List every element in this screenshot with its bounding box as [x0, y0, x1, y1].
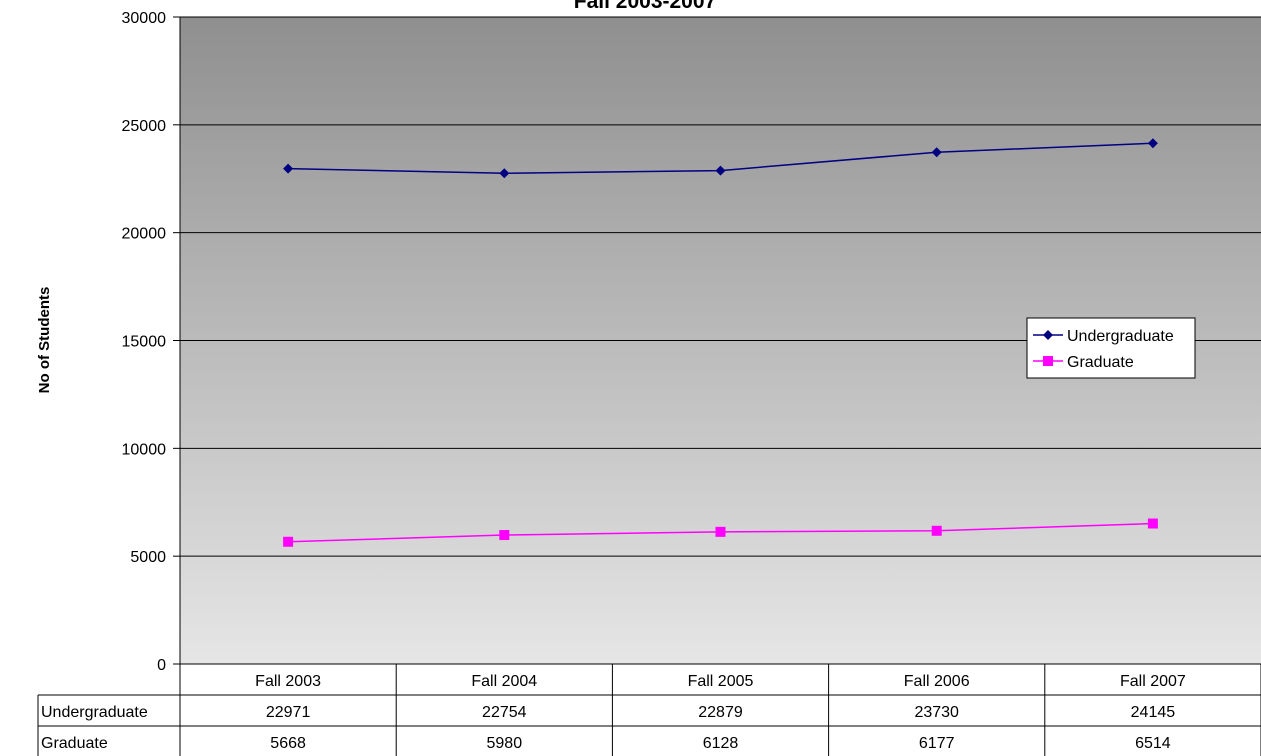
legend-box	[1026, 317, 1196, 379]
chart-title: Fall 2003-2007	[574, 0, 716, 13]
table-cell: 6128	[703, 735, 739, 752]
table-row-label: Undergraduate	[41, 704, 148, 721]
table-cell: 24145	[1131, 704, 1176, 721]
x-tick-label: Fall 2003	[255, 673, 321, 690]
data-point	[1147, 518, 1158, 529]
gridlines	[180, 16, 1261, 557]
x-tick-label: Fall 2006	[904, 673, 970, 690]
table-row-label: Graduate	[41, 735, 108, 752]
data-point	[931, 525, 942, 536]
x-tick-label: Fall 2004	[471, 673, 537, 690]
data-point	[715, 165, 726, 176]
y-tick-label: 10000	[122, 441, 167, 458]
table-cell: 22879	[698, 704, 743, 721]
legend-marker	[1043, 356, 1053, 366]
table-cell: 22754	[482, 704, 527, 721]
y-tick-label: 5000	[130, 549, 166, 566]
data-point	[1147, 138, 1158, 149]
legend-label: Graduate	[1067, 354, 1134, 371]
data-point	[715, 526, 726, 537]
y-axis-label: No of Students	[36, 287, 53, 394]
data-table: Fall 2003 Fall 2004 Fall 2005 Fall 2006 Fall…	[37, 663, 1261, 756]
legend-label: Undergraduate	[1067, 328, 1174, 345]
axes: 0 5000 10000 15000 20000 25000 30000	[122, 10, 181, 674]
table-cell: 6177	[919, 735, 955, 752]
table-cell: 5980	[487, 735, 523, 752]
legend-marker	[1043, 330, 1053, 340]
y-tick-label: 30000	[122, 10, 167, 27]
table-cell: 5668	[270, 735, 306, 752]
table-cell: 22971	[266, 704, 311, 721]
y-tick-label: 15000	[122, 334, 167, 351]
series	[283, 138, 1158, 547]
data-point	[499, 530, 510, 541]
y-tick-label: 20000	[122, 226, 167, 243]
x-tick-label: Fall 2005	[688, 673, 754, 690]
data-point	[283, 163, 294, 174]
y-tick-label: 0	[157, 657, 166, 674]
data-point	[931, 147, 942, 158]
x-tick-label: Fall 2007	[1120, 673, 1186, 690]
legend: Undergraduate Graduate	[1026, 317, 1196, 379]
data-point	[499, 168, 510, 179]
y-tick-label: 25000	[122, 118, 167, 135]
table-cell: 23730	[914, 704, 959, 721]
table-cell: 6514	[1135, 735, 1171, 752]
data-point	[283, 536, 294, 547]
